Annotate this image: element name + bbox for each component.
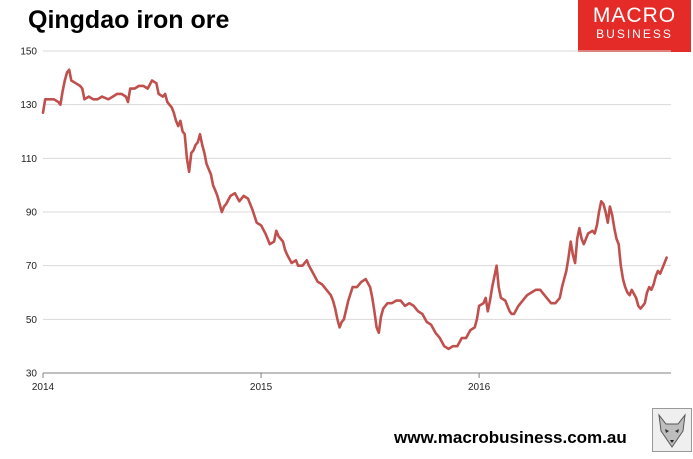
y-tick-label-90: 90 xyxy=(26,208,38,219)
axes: 30 50 70 90 110 130 150 2014 2015 2016 xyxy=(20,47,671,393)
fox-mascot-icon xyxy=(652,408,692,452)
x-tick-label-2015: 2015 xyxy=(250,382,273,393)
chart-title: Qingdao iron ore xyxy=(28,6,230,34)
x-tick-label-2016: 2016 xyxy=(468,382,491,393)
website-url: www.macrobusiness.com.au xyxy=(394,428,627,447)
y-tick-label-30: 30 xyxy=(26,369,38,380)
y-tick-label-150: 150 xyxy=(20,47,37,58)
series-line-0 xyxy=(41,68,668,351)
macrobusiness-logo: MACRO BUSINESS xyxy=(578,0,691,52)
logo-text-line1: MACRO xyxy=(592,4,677,27)
y-tick-label-50: 50 xyxy=(26,315,38,326)
y-tick-label-110: 110 xyxy=(21,154,37,165)
gridlines xyxy=(43,50,671,320)
series-layer xyxy=(41,68,668,351)
logo-text-line2: BUSINESS xyxy=(596,27,673,41)
y-tick-label-130: 130 xyxy=(20,100,37,111)
y-tick-label-70: 70 xyxy=(26,261,38,272)
x-tick-label-2014: 2014 xyxy=(32,382,55,393)
